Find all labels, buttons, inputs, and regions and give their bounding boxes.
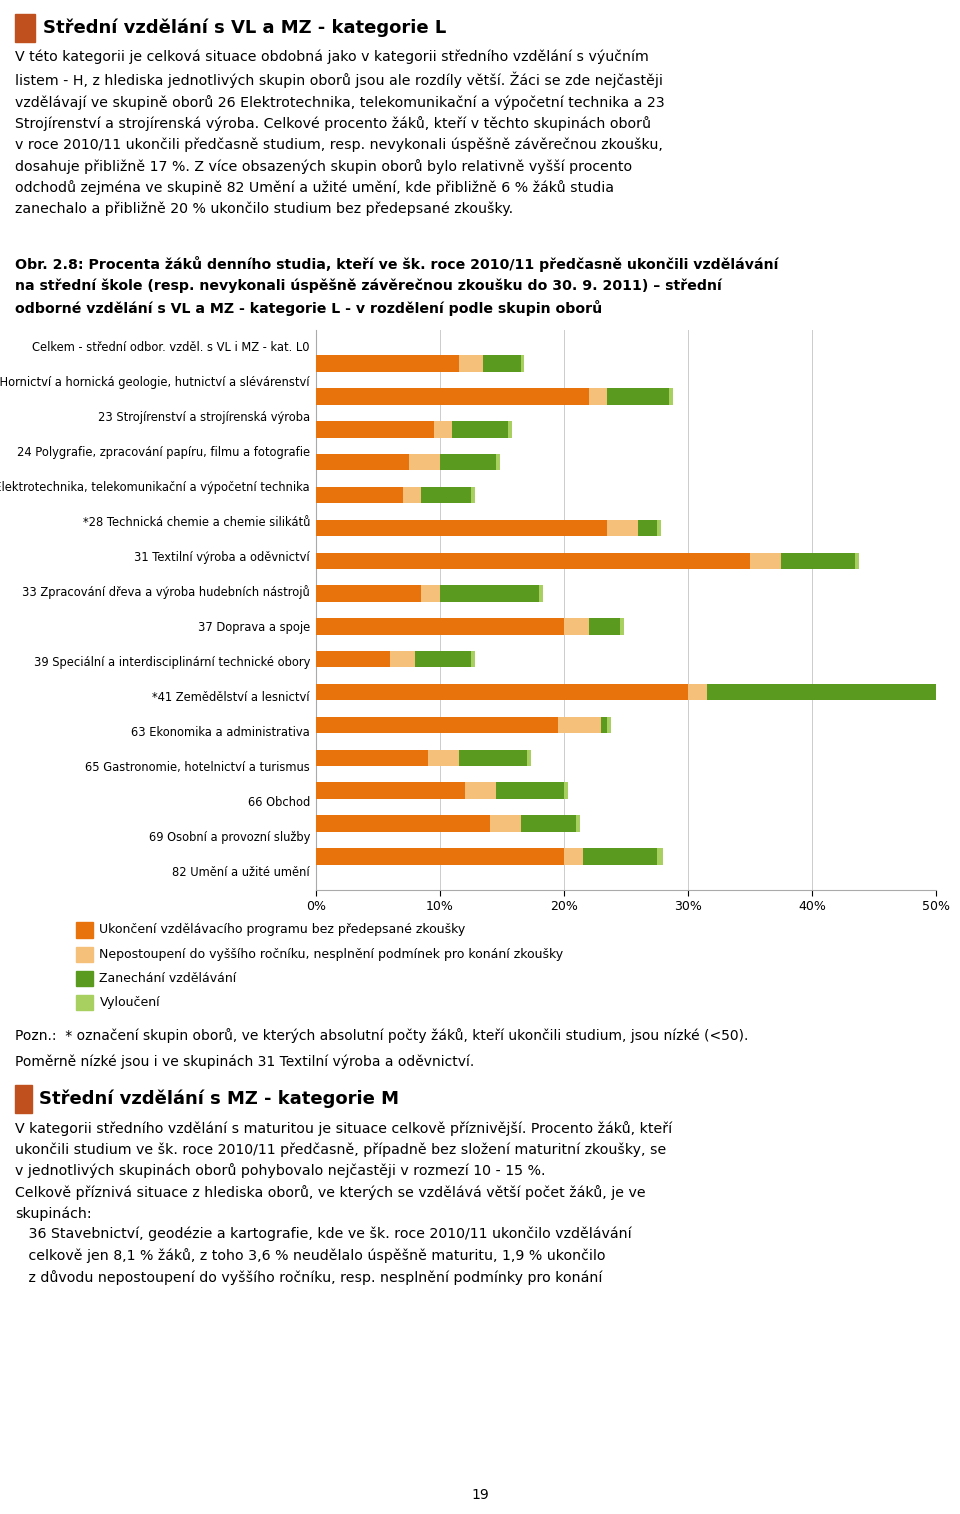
Text: 39 Speciální a interdisciplinární technické obory: 39 Speciální a interdisciplinární techni… [34,656,310,669]
Bar [576,815,580,831]
Bar [540,586,543,601]
Bar [471,651,474,668]
Bar [316,618,564,634]
Bar [558,716,601,733]
Text: Celkem - střední odbor. vzděl. s VL i MZ - kat. L0: Celkem - střední odbor. vzděl. s VL i MZ… [33,341,310,354]
Text: Vyloučení: Vyloučení [100,996,160,1010]
Bar [657,848,663,864]
Bar [421,488,471,503]
Bar [465,783,495,799]
Bar [77,995,93,1010]
Text: * 21 Hornictví a hornická geologie, hutnictví a slévárenství: * 21 Hornictví a hornická geologie, hutn… [0,375,310,389]
Bar [495,454,499,471]
Bar [750,553,781,569]
Bar [316,749,427,766]
Text: 82 Umění a užité umění: 82 Umění a užité umění [173,866,310,880]
Bar [936,684,940,701]
Bar [316,454,409,471]
Bar [601,716,608,733]
Bar [638,519,657,536]
Text: 26 Elektrotechnika, telekomunikační a výpočetní technika: 26 Elektrotechnika, telekomunikační a vý… [0,481,310,494]
Bar [459,749,527,766]
Bar [588,618,620,634]
Bar [688,684,707,701]
Bar [316,553,750,569]
Bar [620,618,624,634]
Bar [316,651,391,668]
Text: 37 Doprava a spoje: 37 Doprava a spoje [198,621,310,634]
Bar [707,684,936,701]
Text: 24 Polygrafie, zpracování papíru, filmu a fotografie: 24 Polygrafie, zpracování papíru, filmu … [17,447,310,459]
Bar [427,749,459,766]
Bar [657,519,660,536]
Bar [564,848,583,864]
Bar [391,651,415,668]
Bar [564,618,588,634]
Bar [403,488,421,503]
Bar [781,553,855,569]
Text: 65 Gastronomie, hotelnictví a turismus: 65 Gastronomie, hotelnictví a turismus [85,762,310,774]
Text: 31 Textilní výroba a oděvnictví: 31 Textilní výroba a oděvnictví [134,551,310,565]
Bar [316,716,558,733]
Bar [459,356,484,372]
Bar [608,519,638,536]
Bar [77,922,93,937]
Bar [316,586,421,601]
Bar [583,848,657,864]
Bar [421,586,440,601]
Bar [608,388,669,404]
Bar [316,388,588,404]
Text: Ukončení vzdělávacího programu bez předepsané zkoušky: Ukončení vzdělávacího programu bez přede… [100,924,466,937]
Bar [508,421,512,438]
Text: *41 Zemědělství a lesnictví: *41 Zemědělství a lesnictví [153,690,310,704]
Bar [669,388,673,404]
Bar [77,946,93,961]
Bar [490,815,520,831]
Bar [564,783,567,799]
Text: Střední vzdělání s VL a MZ - kategorie L: Střední vzdělání s VL a MZ - kategorie L [42,18,445,38]
Text: V kategorii středního vzdělání s maturitou je situace celkově příznivější. Proce: V kategorii středního vzdělání s maturit… [15,1120,672,1284]
Bar [416,651,471,668]
Bar [15,14,36,42]
Bar [316,519,608,536]
Bar [855,553,859,569]
Bar [471,488,474,503]
Text: 69 Osobní a provozní služby: 69 Osobní a provozní služby [149,831,310,843]
Bar [15,1084,32,1113]
Bar [520,815,576,831]
Bar [434,421,452,438]
Text: Nepostoupení do vyššího ročníku, nesplnění podmínek pro konání zkoušky: Nepostoupení do vyššího ročníku, nesplně… [100,948,564,961]
Bar [409,454,440,471]
Bar [316,848,564,864]
Text: 19: 19 [471,1488,489,1502]
Text: *28 Technická chemie a chemie silikátů: *28 Technická chemie a chemie silikátů [83,516,310,528]
Bar [316,356,459,372]
Bar [452,421,508,438]
Text: 33 Zpracování dřeva a výroba hudebních nástrojů: 33 Zpracování dřeva a výroba hudebních n… [22,586,310,600]
Text: Pozn.:  * označení skupin oborů, ve kterých absolutní počty žáků, kteří ukončili: Pozn.: * označení skupin oborů, ve který… [15,1028,749,1043]
Bar [440,586,540,601]
Bar [316,783,465,799]
Bar [588,388,608,404]
Text: Obr. 2.8: Procenta žáků denního studia, kteří ve šk. roce 2010/11 předčasně ukon: Obr. 2.8: Procenta žáků denního studia, … [15,256,779,316]
Text: Střední vzdělání s MZ - kategorie M: Střední vzdělání s MZ - kategorie M [39,1090,399,1108]
Text: 23 Strojírenství a strojírenská výroba: 23 Strojírenství a strojírenská výroba [98,410,310,424]
Bar [316,684,688,701]
Bar [608,716,612,733]
Text: Zanechání vzdělávání: Zanechání vzdělávání [100,972,237,986]
Bar [527,749,531,766]
Bar [495,783,564,799]
Text: 63 Ekonomika a administrativa: 63 Ekonomika a administrativa [132,727,310,739]
Bar [440,454,495,471]
Bar [520,356,524,372]
Bar [484,356,520,372]
Text: 66 Obchod: 66 Obchod [248,796,310,808]
Bar [316,488,403,503]
Bar [316,421,434,438]
Text: V této kategorii je celková situace obdobná jako v kategorii středního vzdělání : V této kategorii je celková situace obdo… [15,50,664,217]
Text: Poměrně nízké jsou i ve skupinách 31 Textilní výroba a oděvnictví.: Poměrně nízké jsou i ve skupinách 31 Tex… [15,1055,474,1069]
Bar [316,815,490,831]
Bar [77,970,93,986]
